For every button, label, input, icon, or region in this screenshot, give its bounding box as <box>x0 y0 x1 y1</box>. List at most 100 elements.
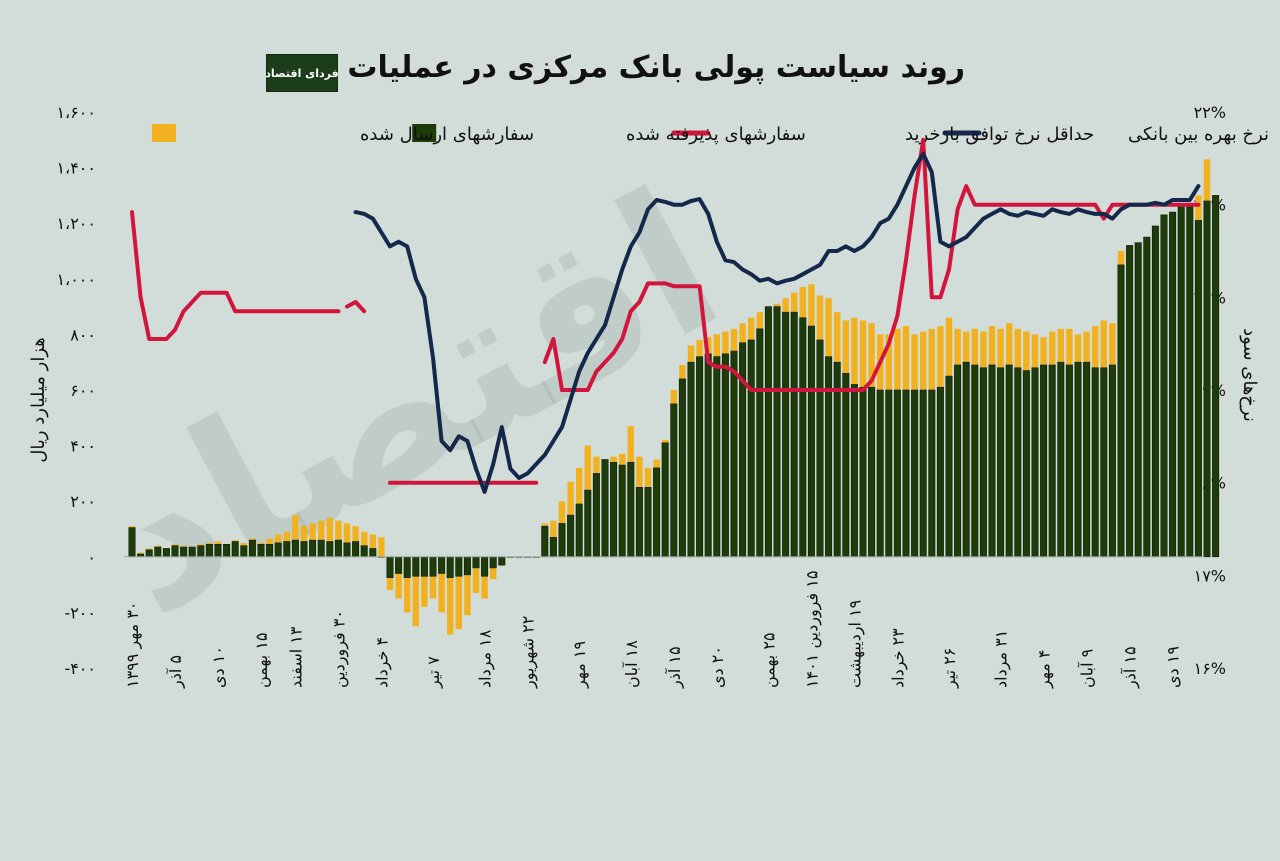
accepted-bar <box>223 543 231 558</box>
y-left-tick-label: -۲۰۰ <box>64 603 96 622</box>
accepted-bar <box>979 367 987 558</box>
x-tick-label: ۱۵ آذر <box>1121 646 1141 689</box>
accepted-bar <box>893 389 901 558</box>
accepted-bar <box>790 311 798 558</box>
x-tick-label: ۱۵ آذر <box>665 646 685 689</box>
accepted-bar <box>1065 364 1073 558</box>
y-left-tick-label: ۱،۲۰۰ <box>56 214 96 233</box>
x-tick-label: ۱۰ دی <box>209 646 228 688</box>
accepted-bar <box>928 389 936 558</box>
accepted-bar <box>885 389 893 558</box>
accepted-bar <box>352 541 360 558</box>
legend-marker <box>151 124 176 142</box>
accepted-bar <box>180 546 188 558</box>
accepted-bar <box>309 539 317 558</box>
x-tick-label: ۷ تیر <box>424 656 444 689</box>
legend-marker <box>412 124 437 142</box>
accepted-bar <box>1022 370 1030 558</box>
x-tick-label: ۴ خرداد <box>372 637 392 688</box>
x-tick-label: ۱۹ مهر <box>570 641 590 689</box>
accepted-bar <box>283 541 291 558</box>
accepted-bar <box>610 461 618 558</box>
x-tick-label: ۲۲ شهریور <box>519 616 539 689</box>
accepted-bar <box>756 328 764 558</box>
submitted-bar <box>361 531 368 557</box>
x-tick-label: ۱۳ اسفند <box>286 626 305 688</box>
y-right-tick-label: ۱۷% <box>1194 566 1226 585</box>
accepted-bar <box>704 353 712 558</box>
accepted-bar <box>438 556 446 574</box>
x-tick-label: ۲۳ خرداد <box>888 628 908 688</box>
accepted-bar <box>214 543 222 558</box>
accepted-bar <box>1169 211 1177 558</box>
accepted-bar <box>481 556 489 577</box>
submitted-bar <box>369 534 376 557</box>
accepted-bar <box>635 486 643 558</box>
x-tick-label: ۳۰ فروردین <box>329 610 349 688</box>
accepted-bar <box>902 389 910 558</box>
accepted-bar <box>1177 206 1185 558</box>
x-tick-label: ۲۵ بهمن <box>759 632 779 688</box>
accepted-bar <box>971 364 979 558</box>
accepted-bar <box>463 556 471 576</box>
x-tick-label: ۱۸ آبان <box>622 640 641 688</box>
chart-legend: نرخ بهره بین بانکی حداقل نرخ توافق بازخری… <box>151 124 1269 145</box>
submitted-bar <box>455 556 462 630</box>
accepted-bar <box>773 306 781 558</box>
accepted-bar <box>240 545 248 558</box>
accepted-bar <box>549 537 557 558</box>
accepted-bar <box>1074 361 1082 558</box>
accepted-bar <box>369 548 377 558</box>
accepted-bar <box>455 556 463 577</box>
y-left-tick-label: ۲۰۰ <box>70 492 96 511</box>
x-tick-label: ۹ آبان <box>1078 649 1097 688</box>
submitted-bar <box>481 556 488 599</box>
min-rate-line <box>345 300 367 314</box>
submitted-bar <box>343 523 351 557</box>
y-left-tick-label: ۰ <box>87 548 96 567</box>
accepted-bar <box>498 556 506 566</box>
x-tick-label: ۳۰ مهر ۱۳۹۹ <box>123 601 143 688</box>
y-left-tick-label: ۶۰۰ <box>70 381 96 400</box>
accepted-bar <box>1100 367 1108 558</box>
x-tick-label: ۲۰ دی <box>708 646 727 688</box>
submitted-bar <box>335 520 342 557</box>
accepted-bar <box>997 367 1005 558</box>
accepted-bar <box>154 546 162 558</box>
accepted-bar <box>300 541 308 558</box>
accepted-bar <box>816 339 824 558</box>
accepted-bar <box>205 543 213 558</box>
accepted-bar <box>936 386 944 558</box>
accepted-bar <box>876 389 884 558</box>
x-tick-label: ۳۱ مرداد <box>992 630 1012 688</box>
accepted-bar <box>188 546 196 558</box>
accepted-bar <box>317 539 325 558</box>
accepted-bar <box>1151 225 1159 558</box>
accepted-bar <box>567 514 575 558</box>
accepted-bar <box>1091 367 1099 558</box>
x-tick-label: ۱۸ مرداد <box>476 629 496 688</box>
y-left-tick-label: ۱،۰۰۰ <box>56 270 96 289</box>
legend-label: نرخ بهره بین بانکی <box>1128 124 1269 145</box>
accepted-bar <box>670 403 678 558</box>
x-tick-label: ۱۵ بهمن <box>252 632 272 688</box>
submitted-bar <box>472 556 480 593</box>
accepted-bar <box>687 361 695 558</box>
brand-logo: فردای اقتصاد <box>265 54 339 92</box>
accepted-bar <box>988 364 996 558</box>
submitted-bar <box>318 520 325 557</box>
accepted-bar <box>799 317 807 558</box>
submitted-bar <box>326 517 333 557</box>
accepted-bar <box>954 364 962 558</box>
accepted-bar <box>145 549 153 558</box>
x-tick-label: ۲۶ تیر <box>940 648 960 689</box>
accepted-bar <box>842 373 850 558</box>
accepted-bar <box>558 523 566 558</box>
accepted-bar <box>1005 364 1013 558</box>
chart-title: روند سیاست پولی بانک مرکزی در عملیات ریپ… <box>277 50 965 85</box>
accepted-bar <box>868 386 876 558</box>
accepted-bar <box>653 467 661 558</box>
accepted-bar <box>807 325 815 558</box>
accepted-bar <box>721 353 729 558</box>
x-tick-label: ۱۵ فروردین ۱۴۰۱ <box>802 571 822 688</box>
